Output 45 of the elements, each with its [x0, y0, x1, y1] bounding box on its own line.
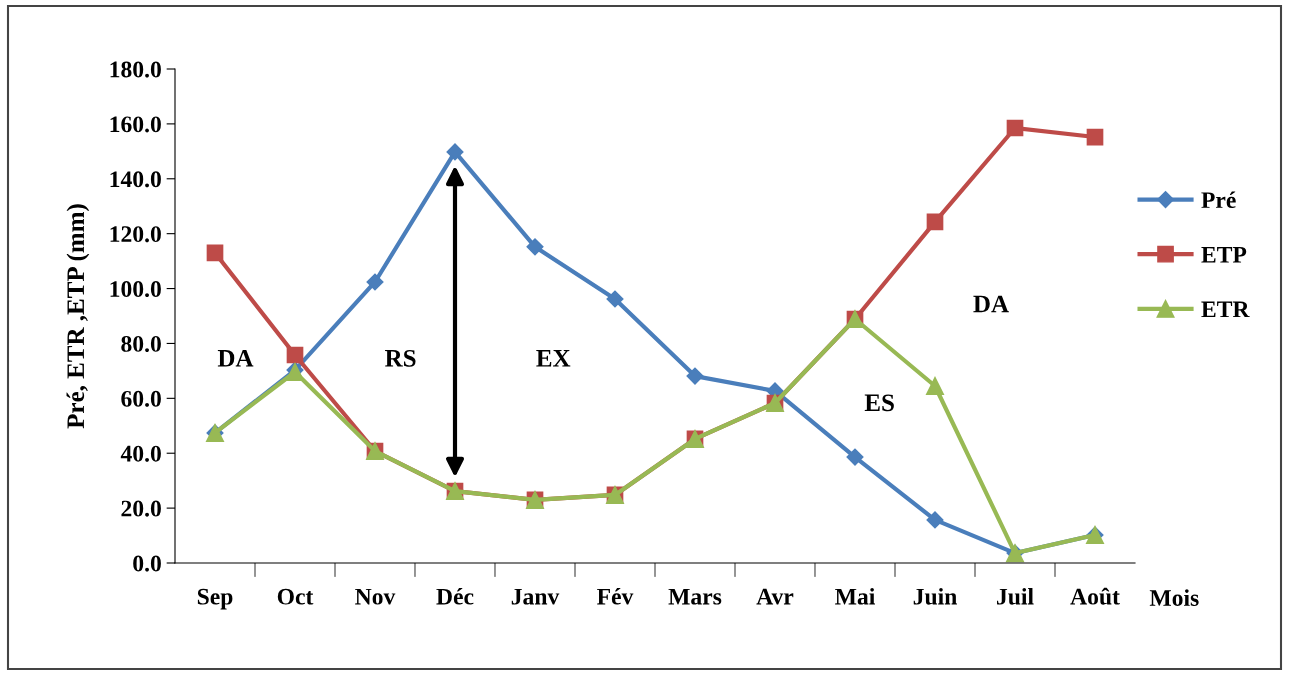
x-tick-label: Mars	[668, 588, 722, 605]
x-tick-label: Avr	[756, 588, 794, 605]
x-tick-label: Août	[1070, 587, 1120, 605]
y-tick-label: 40.0	[120, 445, 161, 462]
y-tick-label: 160.0	[110, 116, 161, 133]
point	[686, 367, 704, 385]
point	[606, 290, 624, 308]
annotation: RS	[385, 349, 416, 367]
point	[1086, 128, 1104, 146]
legend-label: Pré	[1201, 191, 1236, 209]
point	[925, 376, 945, 396]
point	[926, 511, 944, 529]
x-tick-label: Oct	[277, 588, 314, 605]
y-tick-label: 0.0	[133, 555, 161, 572]
legend-label: ETP	[1201, 247, 1247, 263]
annotation: EX	[536, 350, 571, 367]
x-tick-label: Sep	[197, 588, 233, 610]
x-tick-label: Nov	[355, 588, 396, 605]
y-tick-label: 120.0	[110, 226, 161, 243]
legend-label: ETR	[1201, 301, 1250, 318]
point	[206, 244, 224, 262]
point	[1006, 119, 1024, 137]
point	[286, 346, 304, 364]
y-tick-label: 60.0	[121, 390, 161, 407]
point	[366, 273, 384, 291]
y-tick-label: 140.0	[110, 171, 161, 188]
point	[926, 213, 944, 231]
annotation: DA	[217, 349, 254, 367]
annotation: DA	[973, 295, 1009, 313]
x-tick-label: Juil	[997, 588, 1034, 605]
point	[526, 238, 544, 256]
annotation: ES	[864, 394, 894, 412]
point	[846, 448, 864, 466]
y-axis-title: Pré, ETR ,ETP (mm)	[66, 204, 90, 429]
x-axis-title: Mois	[1149, 589, 1199, 606]
y-tick-label: 20.0	[121, 500, 161, 517]
point	[446, 143, 464, 161]
x-tick-label: Déc	[436, 587, 474, 605]
y-tick-label: 180.0	[110, 61, 161, 78]
y-tick-label: 100.0	[110, 281, 161, 298]
x-tick-label: Mai	[835, 588, 875, 605]
x-tick-label: Janv	[511, 588, 560, 605]
x-tick-label: Fév	[597, 587, 634, 605]
y-tick-label: 80.0	[121, 335, 161, 352]
x-tick-label: Juin	[913, 588, 957, 605]
